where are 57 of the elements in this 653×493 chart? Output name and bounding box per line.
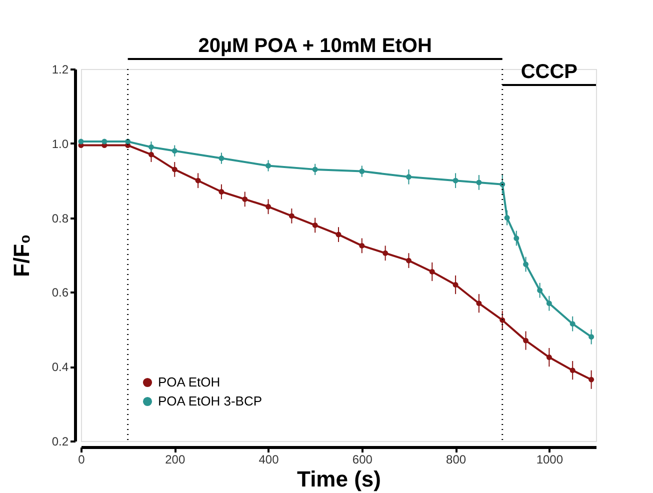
point — [312, 166, 318, 172]
point — [500, 317, 506, 323]
point — [336, 232, 342, 238]
point — [359, 168, 365, 174]
point — [476, 180, 482, 186]
x-axis-title: Time (s) — [297, 466, 381, 492]
y-tick-label: 0.4 — [52, 360, 69, 374]
point — [500, 182, 506, 188]
point — [406, 258, 412, 264]
point — [523, 338, 529, 344]
point — [546, 300, 552, 306]
point — [288, 213, 294, 219]
point — [570, 321, 576, 327]
point — [588, 376, 594, 382]
legend-label: POA EtOH — [158, 374, 220, 390]
point — [504, 215, 510, 221]
point — [452, 178, 458, 184]
x-tick-label: 400 — [258, 452, 280, 466]
point — [514, 236, 520, 241]
point — [172, 166, 178, 172]
point — [359, 242, 365, 248]
point — [148, 152, 154, 158]
legend-label: POA EtOH 3-BCP — [158, 394, 262, 408]
point — [266, 204, 272, 210]
y-tick-label: 0.2 — [52, 434, 69, 448]
point — [588, 334, 594, 340]
point — [382, 250, 388, 256]
y-axis-title: F/F₀ — [8, 234, 34, 277]
point — [570, 368, 576, 374]
x-tick-label: 200 — [165, 452, 186, 466]
point — [476, 300, 482, 306]
y-tick-label: 1.0 — [52, 136, 69, 151]
x-tick-label: 1000 — [536, 452, 564, 466]
point — [102, 138, 108, 144]
point — [78, 138, 84, 144]
text: 20µM POA + 10mM EtOH — [198, 35, 432, 57]
x-tick-label: 600 — [352, 452, 373, 466]
point — [546, 354, 552, 360]
point — [148, 144, 154, 150]
point — [172, 148, 178, 154]
y-tick-label: 0.6 — [52, 286, 69, 300]
point — [452, 282, 458, 288]
point — [523, 262, 529, 268]
annotation: CCCP — [520, 61, 578, 83]
point — [537, 288, 543, 294]
point — [429, 269, 435, 274]
point — [218, 189, 224, 194]
point — [266, 162, 272, 168]
point — [406, 174, 412, 180]
y-tick-label: 0.8 — [52, 211, 69, 226]
point — [195, 178, 201, 184]
x-tick-label: 0 — [78, 452, 86, 466]
x-tick-label: 800 — [446, 452, 466, 466]
point — [312, 222, 318, 228]
point — [218, 156, 224, 162]
y-tick-label: 1.2 — [52, 62, 69, 76]
point — [242, 196, 248, 202]
